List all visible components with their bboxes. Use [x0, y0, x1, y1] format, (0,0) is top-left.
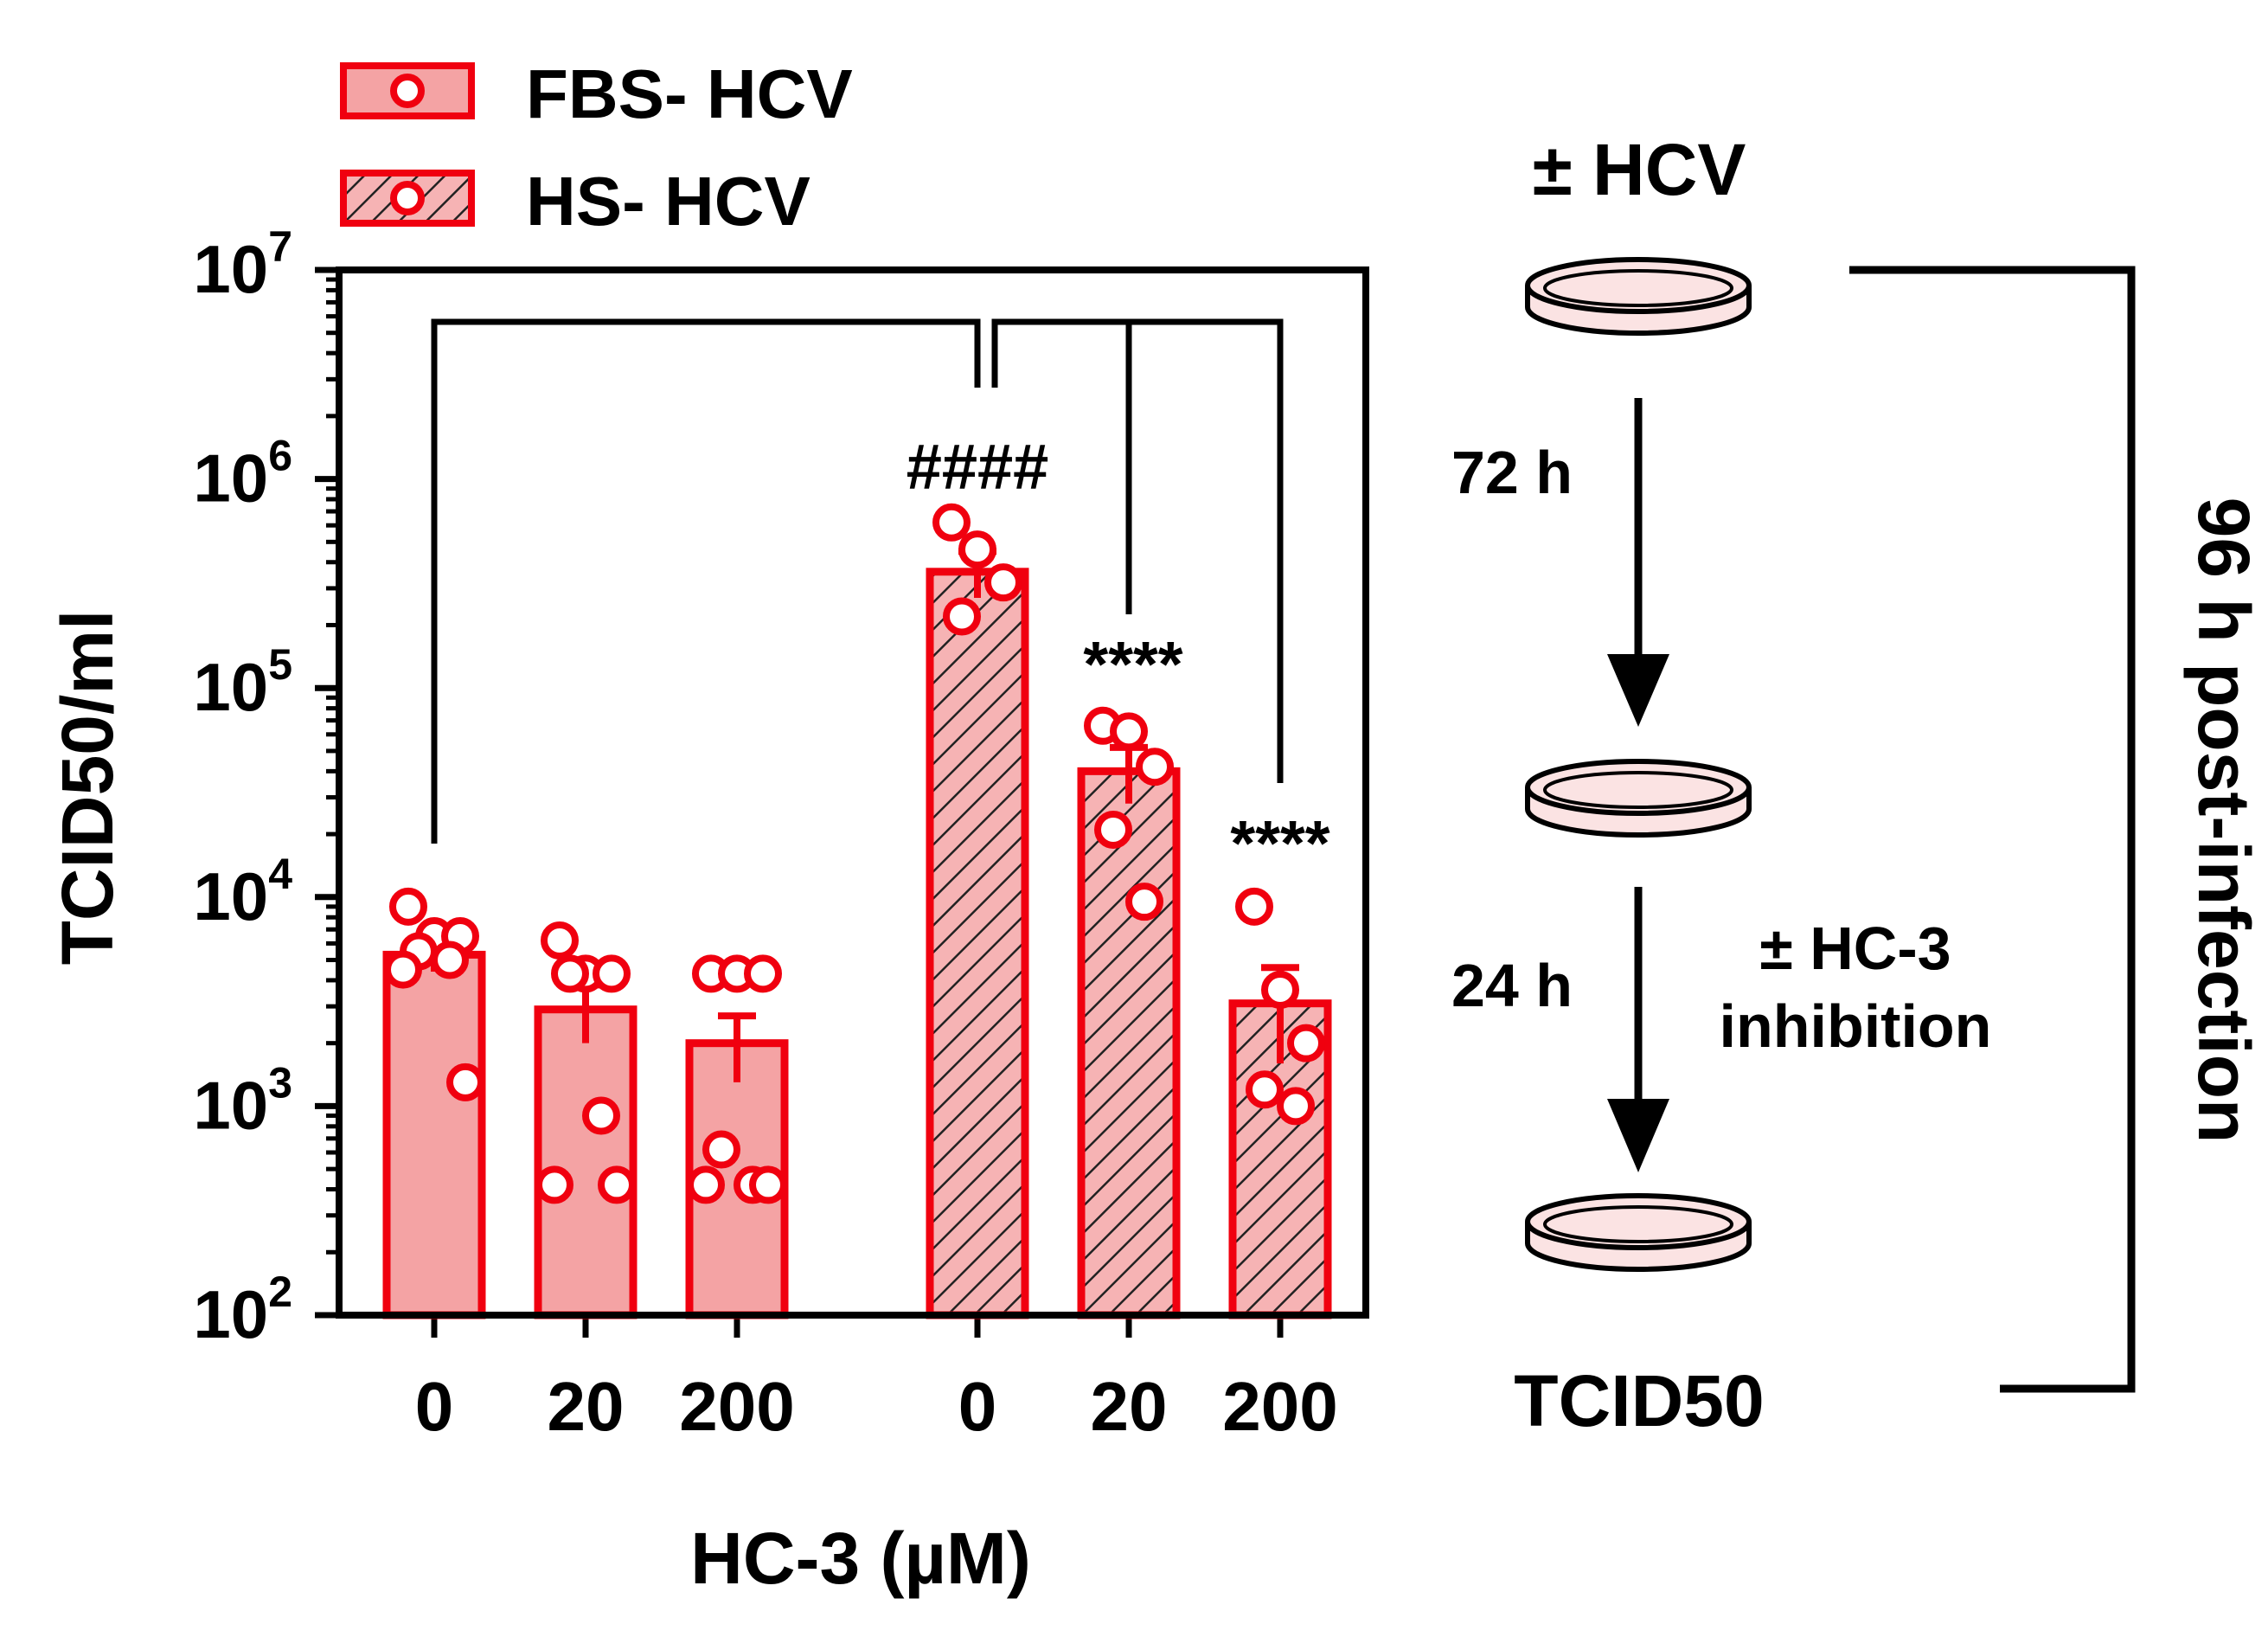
dish-middle: [1525, 759, 1752, 838]
x-tick-label-2: 200: [679, 1368, 794, 1445]
bars: [382, 568, 1332, 1319]
legend-item-hs: HS- HCV: [340, 163, 810, 240]
schematic: ± HCV 72 h 24 h ± HC-3 inhibition T: [1451, 129, 2265, 1441]
data-point: [535, 1165, 573, 1204]
arrow-24h: [1607, 887, 1669, 1172]
label-24h: 24 h: [1451, 952, 1573, 1019]
timeline-bracket-label: 96 h post-infection: [2183, 498, 2265, 1144]
data-point: [598, 1165, 636, 1204]
data-point: [1261, 970, 1299, 1009]
y-tick-label-1: 103: [193, 1058, 292, 1143]
bracket-fbs0-vs-hs0: [431, 318, 981, 844]
legend-label-fbs: FBS- HCV: [526, 55, 853, 132]
schematic-bottom-label: TCID50: [1514, 1360, 1764, 1441]
data-point: [582, 1096, 620, 1135]
y-tick-label-2: 104: [193, 850, 292, 934]
legend-label-hs: HS- HCV: [526, 163, 810, 240]
plot-frame: [336, 266, 1369, 1319]
significance-brackets: [431, 318, 1284, 844]
data-point: [593, 954, 631, 993]
x-tick-label-5: 200: [1222, 1368, 1337, 1445]
data-point: [431, 940, 469, 979]
y-tick-label-3: 105: [193, 640, 292, 725]
data-point: [384, 950, 422, 989]
x-tick-label-0: 0: [415, 1368, 454, 1445]
x-axis-label: HC-3 (µM): [690, 1518, 1031, 1599]
x-tick-label-3: 0: [958, 1368, 997, 1445]
data-point: [984, 563, 1022, 602]
bar-hs-0: [926, 568, 1029, 1319]
y-tick-label-5: 107: [193, 222, 292, 307]
dish-bottom: [1525, 1193, 1752, 1272]
legend-item-fbs: FBS- HCV: [340, 55, 853, 132]
bar-hs-20: [1077, 767, 1181, 1319]
significance-label-5: ****: [1230, 807, 1329, 879]
x-tick-label-1: 20: [548, 1368, 625, 1445]
label-72h: 72 h: [1451, 439, 1573, 506]
data-point: [1277, 1087, 1315, 1126]
data-point: [541, 921, 579, 960]
label-treatment-1: ± HC-3: [1759, 915, 1951, 982]
data-point: [1136, 748, 1174, 786]
data-point: [702, 1130, 740, 1169]
bar-fbs-20: [534, 1005, 637, 1319]
data-point: [1287, 1024, 1325, 1062]
dish-top: [1525, 257, 1752, 336]
y-tick-label-4: 106: [193, 432, 292, 517]
legend-marker-fbs: [390, 74, 425, 108]
label-treatment-2: inhibition: [1720, 992, 1992, 1060]
data-point: [1235, 887, 1273, 926]
data-point: [446, 1062, 484, 1101]
significance-annotations: #### **** ****: [907, 431, 1330, 879]
y-tick-labels: 102 103 104 105 106 107: [193, 222, 339, 1352]
data-point: [932, 503, 971, 542]
data-point: [1110, 712, 1148, 751]
schematic-top-label: ± HCV: [1533, 129, 1746, 210]
bracket-hs0-vs-hs200: [991, 318, 1284, 783]
x-tick-labels: 0 20 200 0 20 200: [415, 1315, 1338, 1445]
data-point: [389, 887, 427, 926]
significance-label-4: ****: [1083, 628, 1182, 700]
data-point: [958, 530, 996, 569]
data-point: [1094, 810, 1132, 849]
data-point: [1246, 1070, 1284, 1109]
bar-fbs-0: [382, 950, 486, 1319]
data-point: [1125, 883, 1163, 921]
significance-label-3: ####: [907, 431, 1049, 503]
timeline-bracket: [1849, 266, 2136, 1393]
data-point: [943, 597, 981, 636]
y-axis-label: TCID50/ml: [47, 610, 128, 966]
data-point: [749, 1165, 787, 1204]
legend-marker-hs: [390, 181, 425, 215]
data-points: [384, 503, 1325, 1204]
legend: FBS- HCV HS- HCV: [340, 55, 853, 240]
data-point: [687, 1165, 725, 1204]
x-tick-label-4: 20: [1091, 1368, 1168, 1445]
y-tick-label-0: 102: [193, 1268, 292, 1352]
data-point: [551, 954, 589, 993]
arrow-72h: [1607, 398, 1669, 727]
data-point: [744, 954, 782, 993]
